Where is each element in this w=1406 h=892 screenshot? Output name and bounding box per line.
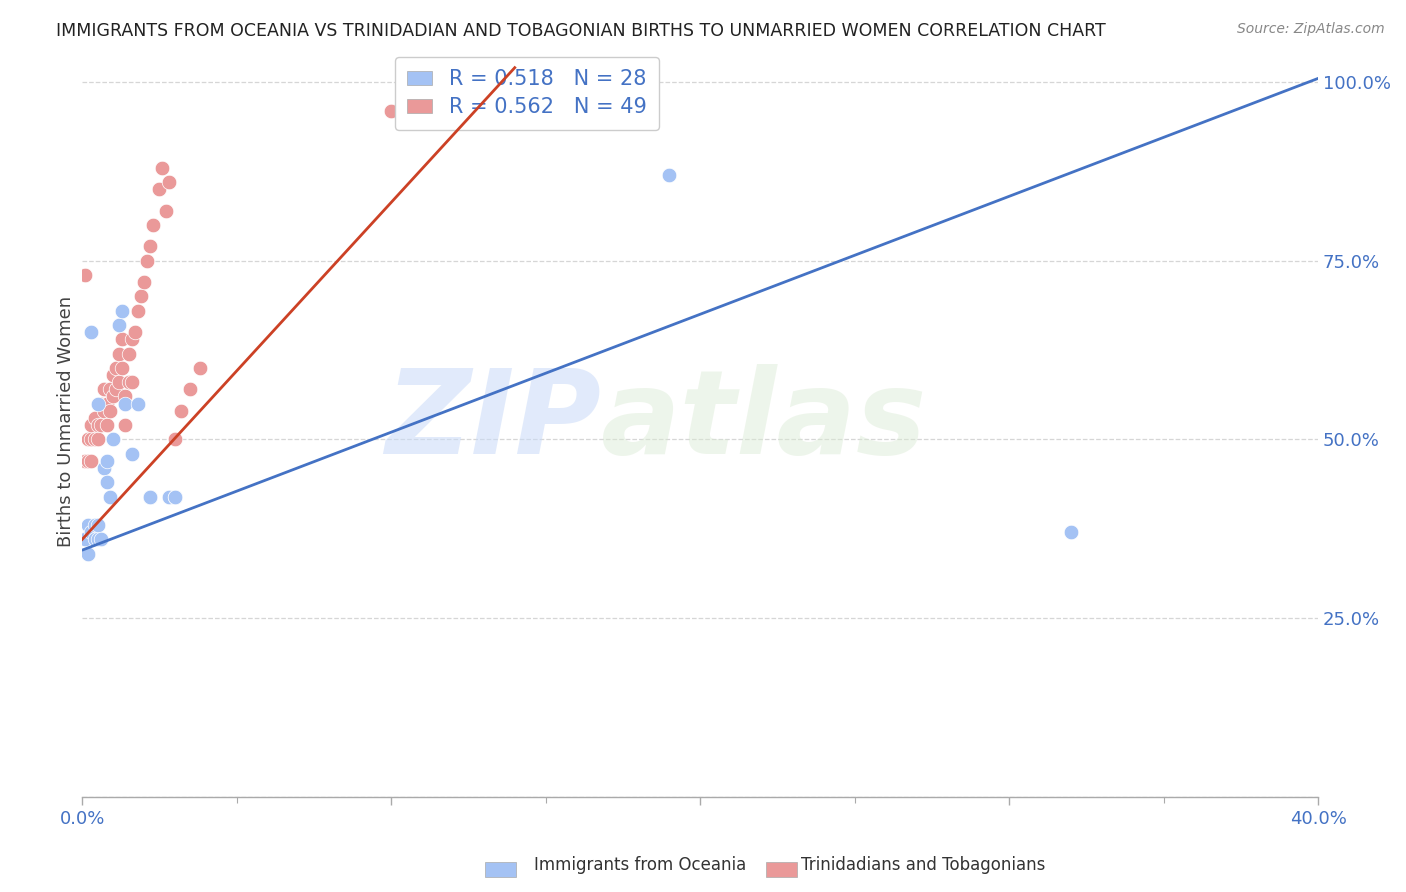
- Point: [105, 382, 128, 396]
- Point: [80, 454, 103, 468]
- Point: [163, 490, 186, 504]
- Point: [77, 547, 100, 561]
- Point: [124, 325, 146, 339]
- Point: [75, 533, 97, 547]
- Point: [77, 518, 100, 533]
- Point: [188, 360, 211, 375]
- Point: [111, 303, 134, 318]
- Text: Trinidadians and Tobagonians: Trinidadians and Tobagonians: [801, 855, 1046, 873]
- Point: [86, 396, 108, 410]
- Point: [114, 418, 136, 433]
- Point: [80, 525, 103, 540]
- Text: Source: ZipAtlas.com: Source: ZipAtlas.com: [1237, 22, 1385, 37]
- Point: [155, 203, 177, 218]
- Point: [108, 375, 131, 389]
- Point: [80, 418, 103, 433]
- Text: Immigrants from Oceania: Immigrants from Oceania: [534, 855, 747, 873]
- Point: [117, 346, 139, 360]
- Text: IMMIGRANTS FROM OCEANIA VS TRINIDADIAN AND TOBAGONIAN BIRTHS TO UNMARRIED WOMEN : IMMIGRANTS FROM OCEANIA VS TRINIDADIAN A…: [56, 22, 1107, 40]
- Point: [93, 382, 115, 396]
- Point: [86, 533, 108, 547]
- Point: [90, 533, 112, 547]
- Point: [170, 403, 193, 417]
- Point: [93, 403, 115, 417]
- Point: [83, 518, 105, 533]
- Point: [108, 318, 131, 332]
- Point: [98, 382, 121, 396]
- Point: [132, 275, 155, 289]
- Point: [114, 389, 136, 403]
- Point: [101, 368, 124, 382]
- Point: [101, 433, 124, 447]
- Point: [75, 268, 97, 282]
- Point: [86, 433, 108, 447]
- Point: [77, 454, 100, 468]
- Point: [77, 433, 100, 447]
- Point: [658, 168, 681, 182]
- Point: [157, 490, 180, 504]
- Text: ZIP: ZIP: [385, 364, 602, 479]
- Point: [139, 490, 162, 504]
- Point: [127, 303, 149, 318]
- Point: [96, 418, 118, 433]
- Point: [121, 332, 143, 346]
- Point: [142, 218, 165, 232]
- Point: [80, 325, 103, 339]
- Point: [380, 103, 402, 118]
- Point: [86, 518, 108, 533]
- Point: [80, 433, 103, 447]
- Point: [148, 182, 170, 196]
- Text: atlas: atlas: [602, 364, 928, 479]
- Point: [83, 433, 105, 447]
- Point: [136, 253, 159, 268]
- Point: [98, 490, 121, 504]
- Point: [98, 403, 121, 417]
- Point: [127, 396, 149, 410]
- Point: [1060, 525, 1083, 540]
- Point: [108, 346, 131, 360]
- Point: [121, 375, 143, 389]
- Point: [96, 475, 118, 490]
- Point: [114, 396, 136, 410]
- Point: [83, 533, 105, 547]
- Point: [129, 289, 152, 303]
- Y-axis label: Births to Unmarried Women: Births to Unmarried Women: [58, 296, 75, 547]
- Point: [83, 411, 105, 425]
- Point: [163, 433, 186, 447]
- Point: [93, 461, 115, 475]
- Point: [96, 396, 118, 410]
- Point: [105, 360, 128, 375]
- Legend: R = 0.518   N = 28, R = 0.562   N = 49: R = 0.518 N = 28, R = 0.562 N = 49: [395, 56, 659, 130]
- Point: [179, 382, 201, 396]
- Point: [96, 454, 118, 468]
- Point: [86, 418, 108, 433]
- Point: [75, 454, 97, 468]
- Point: [111, 332, 134, 346]
- Point: [90, 396, 112, 410]
- Point: [163, 490, 186, 504]
- Point: [152, 161, 174, 175]
- Point: [157, 175, 180, 189]
- Point: [111, 360, 134, 375]
- Point: [90, 418, 112, 433]
- Point: [139, 490, 162, 504]
- Point: [139, 239, 162, 253]
- Point: [121, 447, 143, 461]
- Point: [117, 375, 139, 389]
- Point: [101, 389, 124, 403]
